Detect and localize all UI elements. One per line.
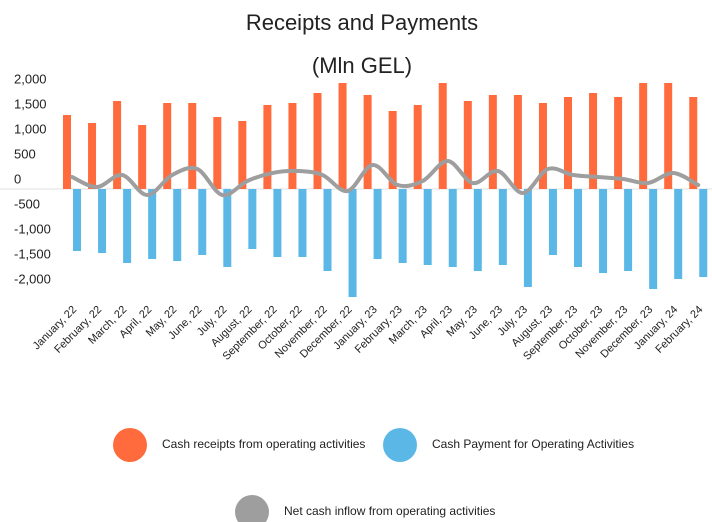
chart-subtitle: (Mln GEL)	[312, 53, 412, 78]
bar	[473, 189, 482, 271]
bar	[173, 189, 182, 261]
bar	[463, 101, 472, 189]
bar	[288, 103, 297, 189]
legend-swatch	[113, 428, 147, 462]
bar	[98, 189, 107, 253]
bar	[273, 189, 282, 257]
bar	[248, 189, 257, 249]
bar	[674, 189, 683, 279]
bar	[498, 189, 507, 265]
bar	[448, 189, 457, 267]
y-tick-label: -500	[14, 196, 40, 211]
legend-swatch	[383, 428, 417, 462]
y-tick-label: -1,000	[14, 221, 51, 236]
bar	[438, 83, 447, 189]
bar	[689, 97, 698, 189]
bar	[338, 83, 347, 189]
bar	[699, 189, 708, 277]
bar	[488, 95, 497, 189]
bar	[213, 117, 222, 189]
legend-label: Cash Payment for Operating Activities	[432, 437, 634, 451]
bar	[589, 93, 598, 189]
bar	[138, 125, 147, 189]
bar	[123, 189, 132, 263]
bar	[599, 189, 608, 273]
y-tick-label: 1,000	[14, 121, 47, 136]
bar	[348, 189, 357, 297]
y-tick-label: -1,500	[14, 246, 51, 261]
bar	[574, 189, 582, 267]
bar	[548, 189, 557, 255]
legend-label: Net cash inflow from operating activitie…	[284, 504, 495, 518]
bar	[188, 103, 197, 189]
bar	[413, 105, 422, 189]
bar	[73, 189, 81, 251]
bar	[223, 189, 232, 267]
bar	[163, 103, 172, 189]
bar	[88, 123, 97, 189]
bar	[649, 189, 658, 289]
bar	[63, 115, 71, 189]
bar	[113, 101, 122, 189]
bar	[313, 93, 322, 189]
y-tick-label: 2,000	[14, 71, 47, 86]
bar	[148, 189, 157, 259]
bar	[423, 189, 432, 265]
bar	[298, 189, 307, 257]
y-tick-label: 1,500	[14, 96, 47, 111]
y-tick-label: 500	[14, 146, 36, 161]
bar	[398, 189, 407, 263]
legend-swatch	[235, 495, 269, 522]
bar	[523, 189, 532, 287]
y-tick-label: 0	[14, 171, 21, 186]
bar	[614, 97, 623, 189]
bar	[513, 95, 522, 189]
y-tick-label: -2,000	[14, 271, 51, 286]
bar	[664, 83, 673, 189]
chart-title: Receipts and Payments	[246, 10, 478, 35]
bar	[373, 189, 382, 259]
bar	[323, 189, 332, 271]
line	[70, 159, 701, 198]
bar	[238, 121, 247, 189]
bar	[388, 111, 397, 189]
bar	[198, 189, 207, 255]
bar	[538, 103, 547, 189]
bar	[564, 97, 572, 189]
bar	[639, 83, 648, 189]
legend-label: Cash receipts from operating activities	[162, 437, 365, 451]
bar	[263, 105, 272, 189]
bar	[624, 189, 633, 271]
bar	[363, 95, 372, 189]
